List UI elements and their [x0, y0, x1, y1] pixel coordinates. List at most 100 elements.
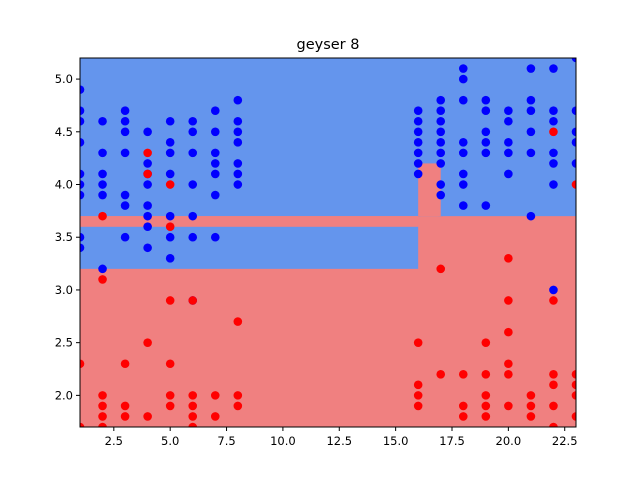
point-red — [233, 401, 243, 411]
point-blue — [526, 148, 536, 158]
point-blue — [80, 190, 85, 200]
point-blue — [143, 243, 152, 253]
point-red — [549, 369, 558, 379]
point-blue — [571, 138, 576, 147]
x-tick-label: 5.0 — [161, 434, 179, 448]
point-red — [98, 412, 107, 421]
point-red — [481, 391, 491, 400]
point-blue — [233, 169, 243, 179]
point-blue — [504, 116, 513, 126]
point-red — [526, 412, 536, 421]
point-blue — [549, 116, 558, 126]
point-blue — [233, 138, 243, 147]
point-blue — [436, 127, 446, 137]
point-red — [80, 359, 85, 369]
x-tick-label: 15.0 — [383, 434, 409, 448]
point-blue — [188, 148, 198, 158]
point-red — [120, 412, 130, 421]
point-blue — [458, 148, 468, 158]
point-blue — [98, 169, 107, 179]
point-blue — [98, 190, 107, 200]
point-red — [413, 401, 423, 411]
point-blue — [233, 159, 243, 168]
point-red — [120, 401, 130, 411]
point-blue — [549, 148, 558, 158]
point-red — [571, 412, 576, 421]
point-red — [98, 391, 107, 400]
point-red — [165, 180, 175, 189]
y-tick-label: 4.0 — [55, 178, 73, 192]
point-red — [143, 148, 152, 158]
point-blue — [413, 127, 423, 137]
point-red — [481, 401, 491, 411]
y-tick-label: 3.0 — [55, 283, 73, 297]
point-blue — [80, 180, 85, 189]
chart-title: geyser 8 — [297, 37, 360, 53]
point-blue — [481, 95, 491, 105]
point-blue — [549, 159, 558, 168]
point-red — [98, 401, 107, 411]
point-blue — [526, 211, 536, 221]
point-red — [143, 412, 152, 421]
region-red-1 — [80, 216, 419, 227]
point-blue — [436, 190, 446, 200]
point-blue — [80, 116, 85, 126]
point-red — [504, 327, 513, 337]
point-blue — [458, 138, 468, 147]
point-blue — [549, 64, 558, 73]
point-blue — [143, 201, 152, 210]
point-blue — [458, 64, 468, 73]
region-blue-4 — [440, 205, 443, 217]
point-red — [143, 338, 152, 347]
point-blue — [504, 138, 513, 147]
point-red — [481, 369, 491, 379]
point-blue — [188, 116, 198, 126]
point-blue — [120, 232, 130, 242]
point-blue — [458, 95, 468, 105]
point-red — [188, 391, 198, 400]
point-blue — [504, 106, 513, 116]
point-blue — [98, 116, 107, 126]
point-red — [571, 369, 576, 379]
point-red — [233, 317, 243, 326]
point-blue — [80, 138, 85, 147]
y-tick-label: 5.0 — [55, 72, 73, 86]
point-blue — [233, 180, 243, 189]
point-blue — [413, 116, 423, 126]
point-blue — [210, 148, 220, 158]
point-red — [458, 369, 468, 379]
point-blue — [165, 169, 175, 179]
point-blue — [143, 159, 152, 168]
point-blue — [143, 127, 152, 137]
point-blue — [571, 127, 576, 137]
point-red — [98, 422, 107, 427]
y-tick-label: 2.5 — [55, 336, 73, 350]
point-red — [549, 401, 558, 411]
point-blue — [481, 127, 491, 137]
plot-frame — [79, 57, 577, 428]
point-blue — [120, 148, 130, 158]
point-blue — [436, 138, 446, 147]
point-blue — [481, 201, 491, 210]
data-points — [80, 58, 576, 427]
x-tick-label: 17.5 — [439, 434, 465, 448]
point-blue — [120, 116, 130, 126]
y-tick-label: 2.0 — [55, 388, 73, 402]
point-blue — [188, 180, 198, 189]
x-axis: 2.5 5.0 7.5 10.0 12.5 15.0 17.5 20.0 22.5 — [105, 427, 578, 448]
y-tick-label: 4.5 — [55, 125, 73, 139]
point-blue — [458, 180, 468, 189]
y-axis: 2.0 2.5 3.0 3.5 4.0 4.5 5.0 — [55, 72, 80, 402]
point-blue — [120, 201, 130, 210]
point-blue — [436, 106, 446, 116]
point-red — [188, 422, 198, 427]
point-red — [571, 380, 576, 390]
point-blue — [436, 148, 446, 158]
point-red — [571, 180, 576, 189]
point-blue — [165, 138, 175, 147]
point-blue — [120, 190, 130, 200]
decision-regions — [80, 58, 576, 427]
point-blue — [120, 127, 130, 137]
point-red — [188, 296, 198, 305]
point-blue — [210, 159, 220, 168]
